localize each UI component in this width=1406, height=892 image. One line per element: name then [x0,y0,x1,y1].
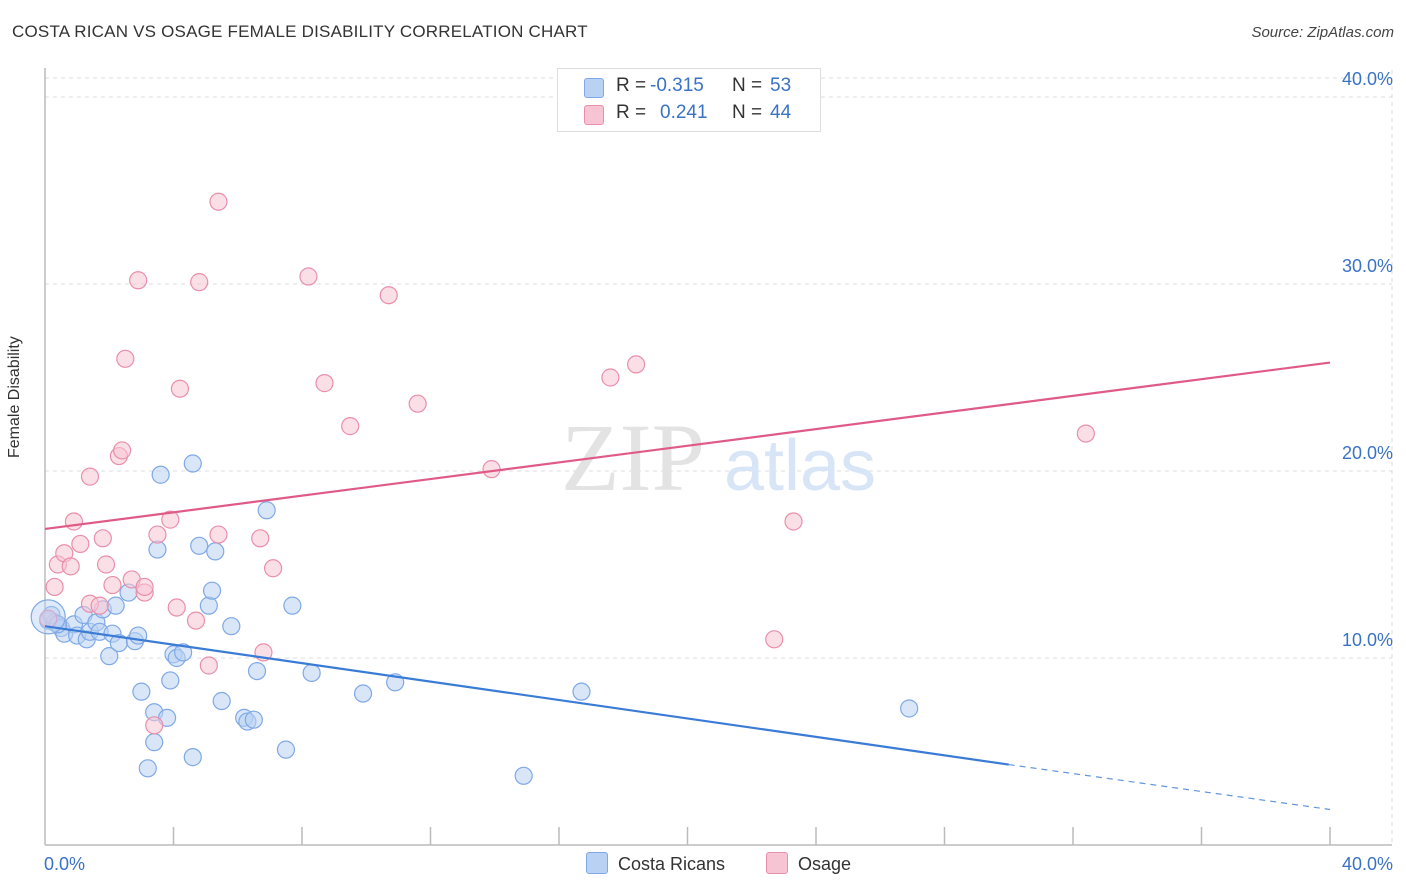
osage-point [784,512,803,531]
legend-swatch-costa-ricans [584,78,604,98]
osage-point [408,394,427,413]
osage-point [64,512,84,531]
costa-ricans-point [151,465,170,484]
costa-ricans-point [244,710,263,729]
osage-point [161,510,180,529]
osage-point [90,596,109,615]
x-tick-label: 0.0% [44,854,85,874]
osage-point [103,575,122,595]
osage-point [263,559,283,578]
osage-point [80,467,100,486]
osage-point [61,557,80,576]
bottom-legend-label-costa-ricans: Costa Ricans [618,854,726,874]
legend-r-label: R = [616,75,647,96]
bottom-legend-costa-ricans[interactable]: Costa Ricans [586,852,725,875]
costa-ricans-point [145,733,164,752]
legend-swatch-osage [584,105,604,125]
x-tick-label: 40.0% [1342,854,1393,874]
osage-point [190,273,209,292]
osage-point [45,577,64,597]
osage-point [341,417,360,436]
costa-ricans-point [276,740,296,759]
chart-title: COSTA RICAN VS OSAGE FEMALE DISABILITY C… [12,22,588,41]
osage-point [315,374,334,393]
watermark-atlas: atlas [724,426,876,506]
costa-ricans-point [572,682,591,701]
osage-point [186,611,206,630]
y-axis-label: Female Disability [6,336,23,458]
legend-n-value-osage: 44 [770,102,792,123]
osage-point [626,355,646,374]
osage-point [299,267,318,286]
osage-point [199,656,218,675]
osage-point [129,271,148,290]
costa-ricans-point [183,454,202,473]
costa-ricans-point [202,581,222,600]
osage-point [251,529,270,548]
legend-r-label: R = [616,102,647,123]
costa-ricans-trend-extension [1008,763,1331,811]
costa-ricans-point [222,617,241,636]
costa-ricans-point [514,766,533,785]
costa-ricans-point [302,663,321,683]
bottom-legend-osage[interactable]: Osage [766,852,851,875]
osage-point [145,716,164,735]
stats-legend: R = -0.315 N = 53 R = 0.241 N = 44 [557,68,821,132]
y-tick-label: 10.0% [1342,630,1393,650]
y-tick-label: 30.0% [1342,256,1393,276]
legend-r-value-costa-ricans: -0.315 [650,75,704,96]
osage-point [167,598,186,617]
osage-point [601,368,620,387]
legend-n-label: N = [732,102,763,123]
costa-ricans-point [132,682,151,701]
osage-point [209,525,228,544]
legend-n-value-costa-ricans: 53 [770,75,792,96]
osage-point [1076,424,1095,443]
costa-ricans-point [161,671,180,690]
costa-ricans-point [247,661,267,681]
bottom-legend-swatch-costa-ricans [586,852,608,874]
osage-point [209,192,228,211]
costa-ricans-point [138,759,157,778]
bottom-legend-label-osage: Osage [798,854,852,874]
costa-ricans-point [174,643,193,662]
costa-ricans-point [900,699,919,718]
osage-point [379,286,398,305]
osage-point [765,630,784,649]
costa-ricans-point [257,501,276,520]
watermark-zip: ZIP [561,404,705,511]
osage-trend-line [44,361,1331,531]
osage-point [170,379,190,398]
source-label: Source: ZipAtlas.com [1251,24,1394,41]
costa-ricans-point-cluster [30,599,66,635]
costa-ricans-point [206,542,225,561]
costa-ricans-point [183,748,202,767]
costa-ricans-point [106,596,125,615]
costa-ricans-point [212,691,231,711]
osage-point [71,534,90,554]
costa-ricans-point [353,684,373,703]
osage-point [112,441,132,460]
y-tick-label: 40.0% [1342,69,1393,89]
costa-ricans-point [100,647,119,666]
legend-n-label: N = [732,75,763,96]
legend-r-value-osage: 0.241 [660,102,708,123]
costa-ricans-point [199,596,218,615]
watermark: ZIP atlas [561,404,876,511]
costa-ricans-point [190,536,209,555]
osage-point [93,529,112,548]
y-tick-label: 20.0% [1342,443,1393,463]
osage-point [135,577,154,597]
osage-point [148,525,167,544]
costa-ricans-point [283,596,302,615]
bottom-legend-swatch-osage [766,852,788,874]
osage-point [96,555,116,574]
osage-point [482,460,501,479]
costa-ricans-trend-line [44,625,1009,766]
osage-point [116,349,135,368]
